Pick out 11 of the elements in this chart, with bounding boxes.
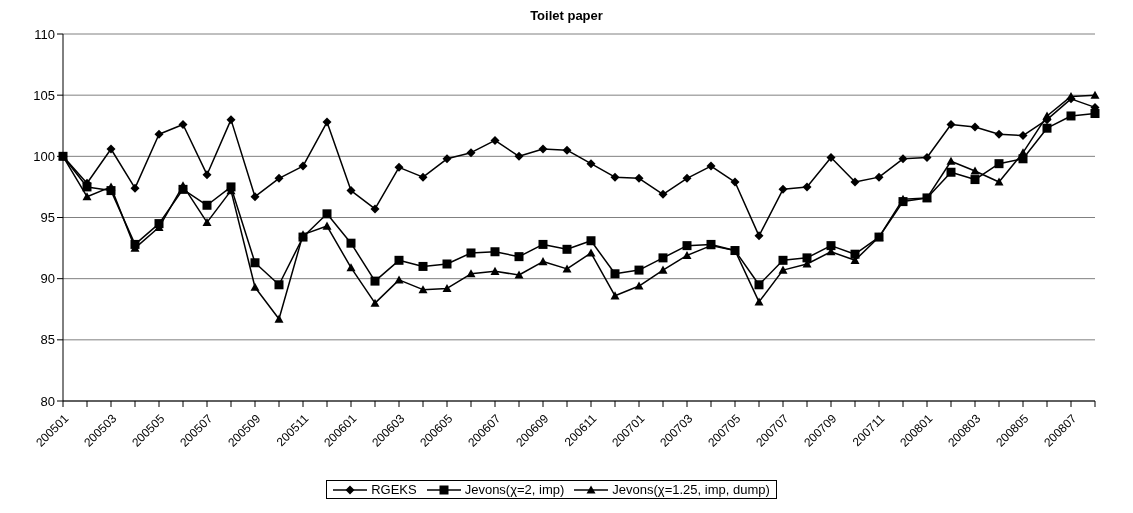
legend-label: Jevons(χ=1.25, imp, dump): [611, 482, 770, 497]
y-tick-label: 90: [40, 271, 55, 287]
y-tick-label: 80: [40, 393, 55, 409]
y-tick-label: 105: [33, 87, 55, 103]
legend-label: RGEKS: [370, 482, 417, 497]
y-tick-label: 85: [40, 332, 55, 348]
y-tick-label: 110: [34, 26, 55, 42]
y-tick-label: 95: [40, 210, 55, 226]
legend-label: Jevons(χ=2, imp): [463, 482, 565, 497]
y-tick-label: 100: [33, 148, 55, 164]
chart-title: Toilet paper: [529, 8, 604, 25]
